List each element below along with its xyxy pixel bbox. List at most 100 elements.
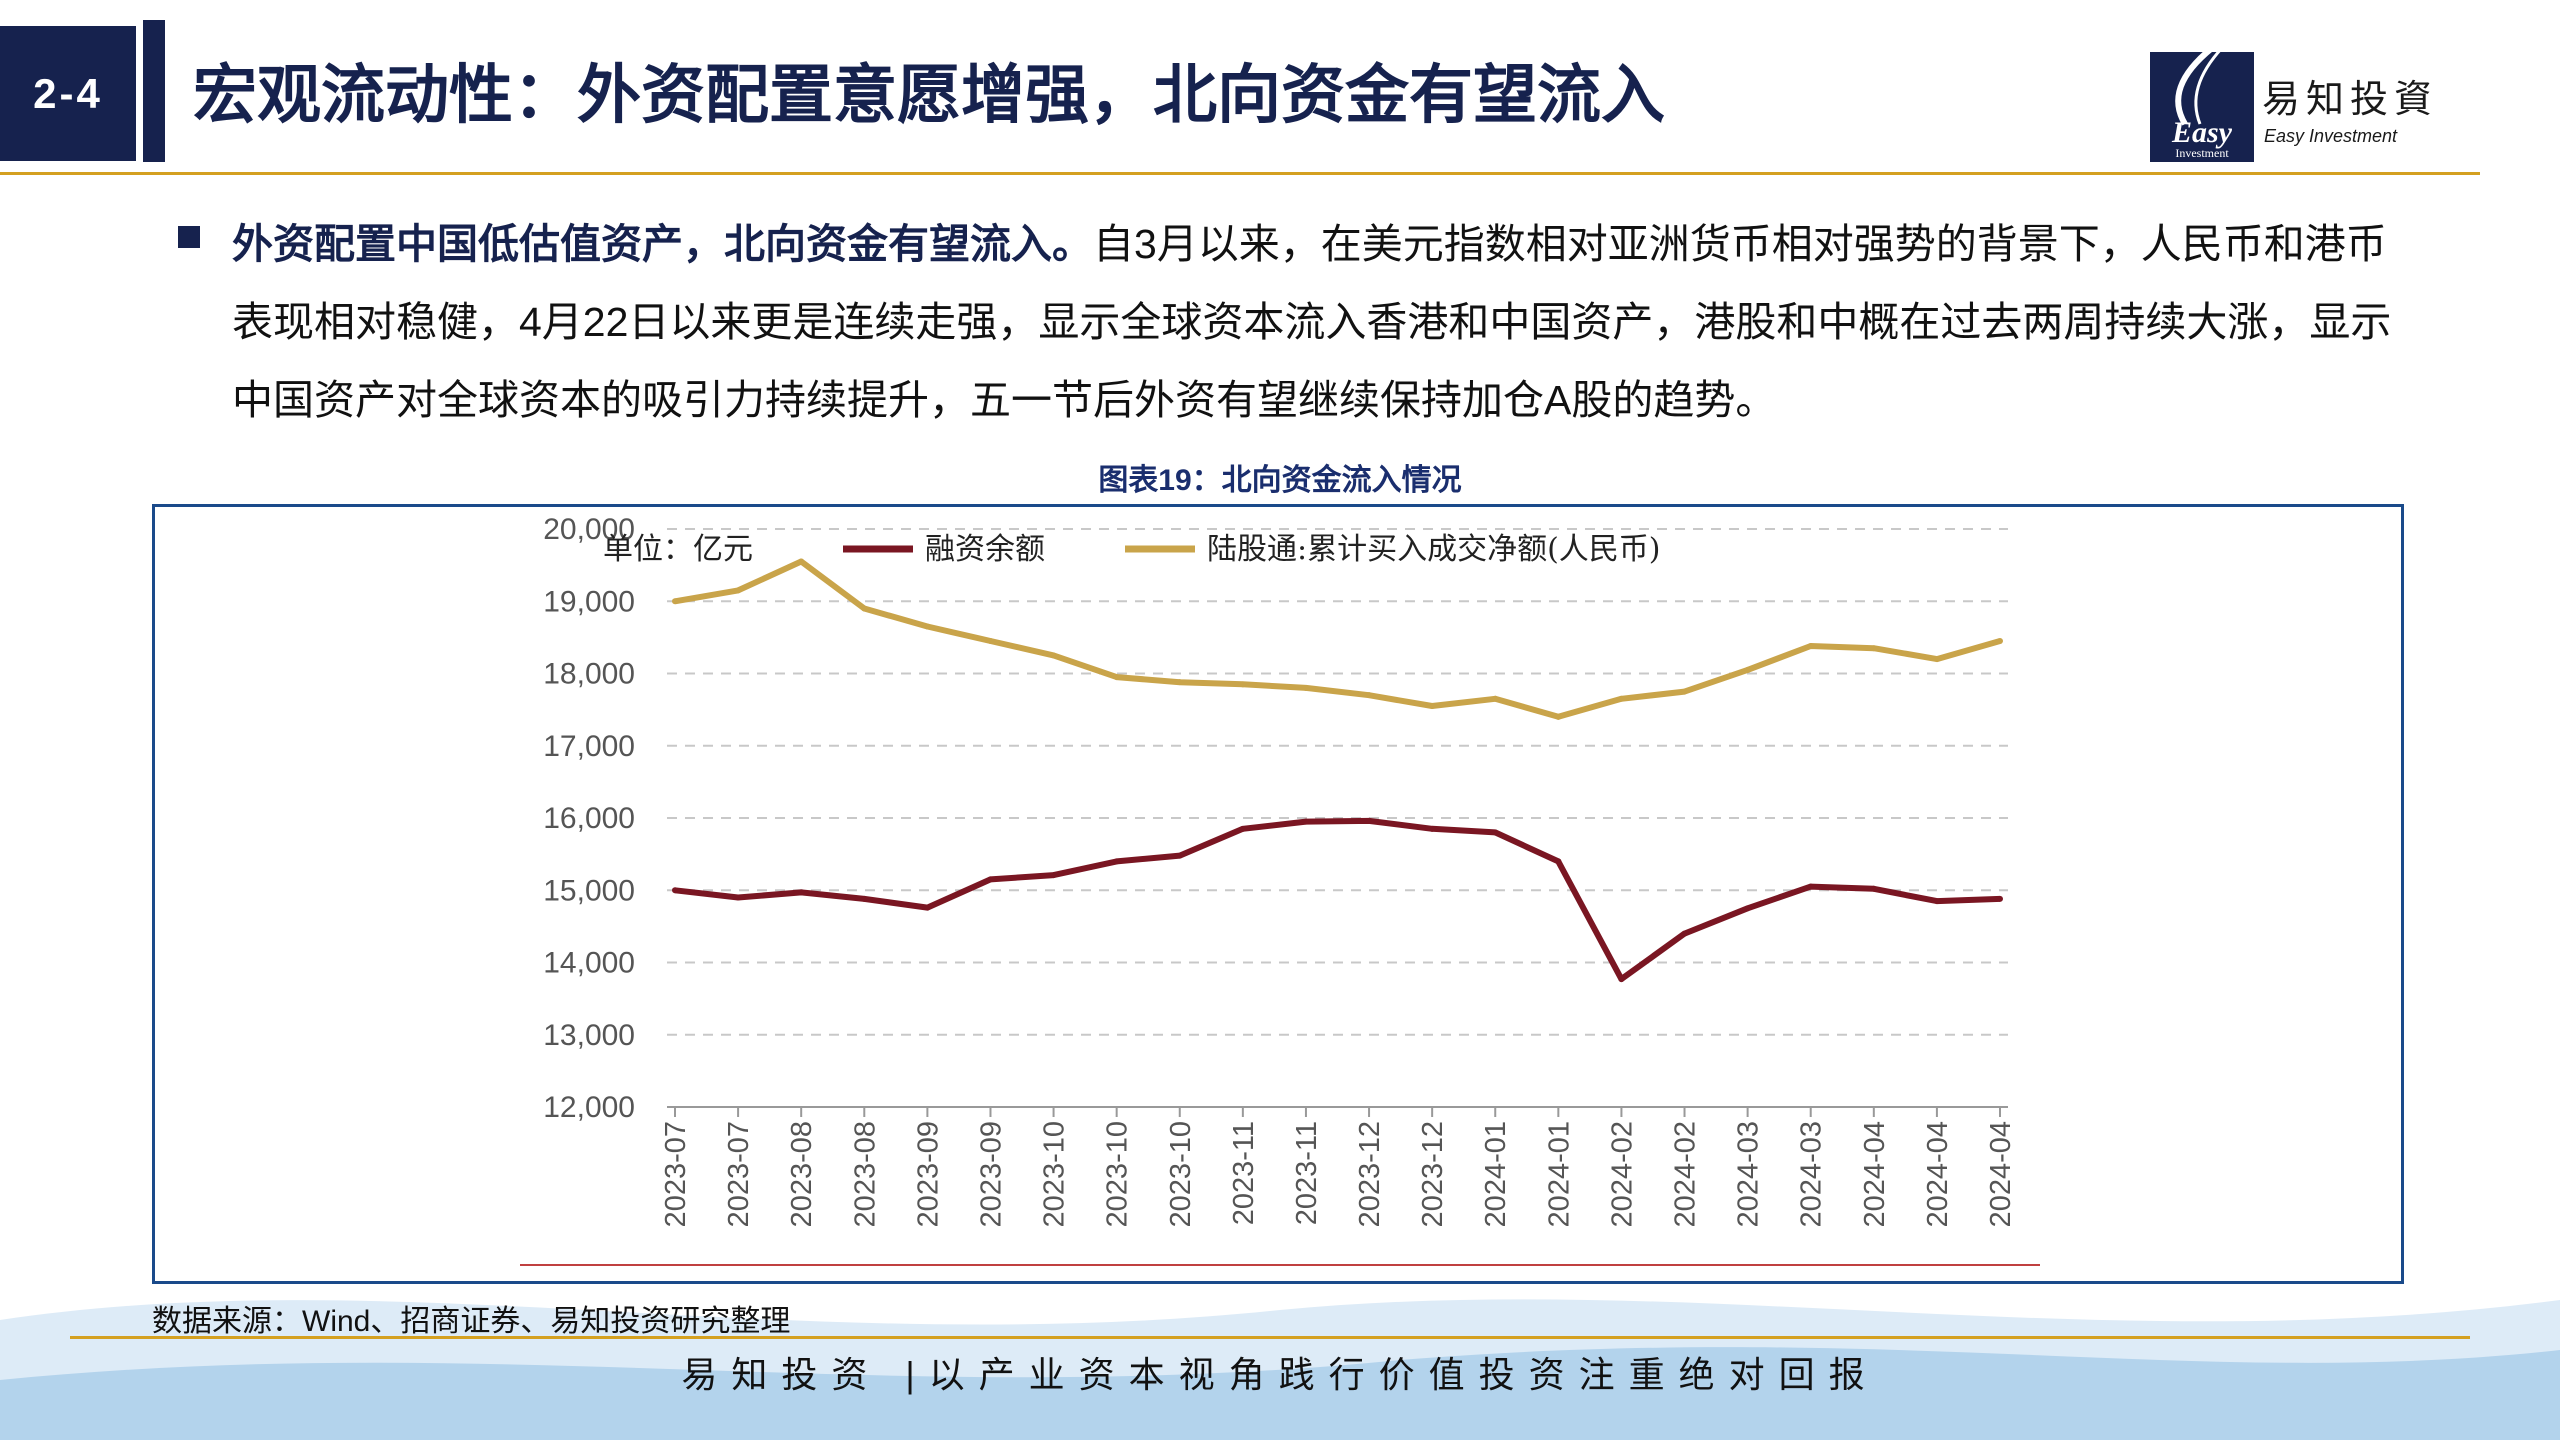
data-point [1681,688,1688,695]
data-point [924,904,931,911]
header-divider [0,172,2480,175]
data-point [1239,681,1246,688]
data-point [1113,858,1120,865]
y-tick-label: 16,000 [543,802,635,835]
figure-title: 图表19：北向资金流入情况 [1098,464,1462,497]
x-tick-label: 2023-10 [1039,1121,1071,1227]
data-point [1366,692,1373,699]
data-point [1618,976,1625,983]
page-title: 宏观流动性：外资配置意愿增强，北向资金有望流入 [193,59,1665,131]
data-point [735,894,742,901]
legend-label-2: 陆股通:累计买入成交净额(人民币) [1207,532,1661,567]
series-line-2 [674,558,2001,720]
summary-paragraph: 外资配置中国低估值资产，北向资金有望流入。自3月以来，在美元指数相对亚洲货币相对… [232,205,2402,439]
y-tick-label: 14,000 [543,947,635,980]
logo-cn-text: 易知投資 [2262,77,2439,121]
data-point [1050,872,1057,879]
data-point [861,605,868,612]
easy-logo-icon: Easy Investment [2150,45,2254,162]
data-point [1997,637,2003,644]
data-source-note: 数据来源：Wind、招商证券、易知投资研究整理 [152,1305,791,1338]
data-point [1681,930,1688,937]
brand-logo: Easy Investment 易知投資 Easy Investment [2150,40,2432,165]
data-point [1050,652,1057,659]
data-point [1113,674,1120,681]
y-tick-label: 13,000 [543,1019,635,1052]
badge-divider [143,20,165,162]
x-tick-label: 2023-10 [1102,1121,1134,1227]
y-tick-label: 17,000 [543,730,635,763]
paragraph-lead: 外资配置中国低估值资产，北向资金有望流入。 [232,221,1093,267]
unit-label: 单位：亿元 [603,532,753,567]
x-tick-label: 2023-09 [912,1121,944,1227]
logo-mark-text: Easy [2171,116,2233,149]
data-point [1366,817,1373,824]
data-point [1302,684,1309,691]
y-tick-label: 19,000 [543,585,635,618]
data-point [672,887,678,894]
data-point [1933,656,1940,663]
logo-mark-sub: Investment [2175,146,2229,160]
data-point [1807,643,1814,650]
data-point [1933,898,1940,905]
data-point [1870,885,1877,892]
x-tick-label: 2024-02 [1670,1121,1702,1227]
data-point [1807,883,1814,890]
data-point [1492,695,1499,702]
data-point [924,623,931,630]
data-point [1429,703,1436,710]
data-point [798,558,805,565]
data-point [1176,852,1183,859]
wave-decoration [0,1299,2560,1440]
data-point [798,889,805,896]
data-point [987,876,994,883]
data-point [672,598,678,605]
x-tick-label: 2023-07 [723,1121,755,1227]
x-tick-label: 2023-12 [1354,1121,1386,1227]
footer-slogan: 易知投资 |以产业资本视角践行价值投资注重绝对回报 [681,1354,1879,1395]
data-point [1997,895,2003,902]
x-tick-label: 2024-01 [1480,1121,1512,1227]
y-tick-label: 20,000 [543,513,635,546]
x-tick-label: 2024-03 [1733,1121,1765,1227]
data-point [1744,666,1751,673]
chart-frame [152,504,2404,1284]
x-tick-label: 2023-09 [975,1121,1007,1227]
data-point [1555,858,1562,865]
y-tick-label: 18,000 [543,658,635,691]
footer-divider [70,1336,2470,1339]
x-tick-label: 2023-07 [660,1121,692,1227]
x-tick-label: 2024-04 [1859,1121,1891,1227]
series-line-1 [674,817,2001,983]
data-point [1618,695,1625,702]
x-tick-label: 2024-03 [1796,1121,1828,1227]
data-point [1744,905,1751,912]
x-tick-label: 2023-10 [1165,1121,1197,1227]
data-point [1870,645,1877,652]
data-point [735,587,742,594]
x-tick-label: 2024-01 [1543,1121,1575,1227]
section-badge: 2-4 [0,26,136,161]
bullet-square-icon [178,226,200,248]
legend-label-1: 融资余额 [925,532,1045,567]
y-tick-label: 12,000 [543,1091,635,1124]
data-point [1492,829,1499,836]
data-point [1302,818,1309,825]
x-tick-label: 2023-11 [1228,1121,1260,1225]
data-point [1176,679,1183,686]
x-tick-label: 2023-08 [849,1121,881,1227]
northbound-flow-chart: 12,000 13,000 14,000 15,000 16,000 17,000 18,0… [520,513,2040,1266]
x-tick-label: 2024-02 [1606,1121,1638,1227]
x-tick-label: 2023-08 [786,1121,818,1227]
data-point [861,895,868,902]
x-tick-label: 2024-04 [1922,1121,1954,1227]
data-point [1555,713,1562,720]
data-point [1429,825,1436,832]
paragraph-text: 自3月以来，在美元指数相对亚洲货币相对强势的背景下，人民币和港币表现相对稳健，4… [232,221,2392,423]
x-tick-label: 2023-11 [1291,1121,1323,1225]
x-tick-label: 2023-12 [1417,1121,1449,1227]
x-tick-label: 2024-04 [1985,1121,2017,1227]
y-tick-label: 15,000 [543,874,635,907]
logo-en-text: Easy Investment [2264,126,2398,146]
data-point [1239,825,1246,832]
